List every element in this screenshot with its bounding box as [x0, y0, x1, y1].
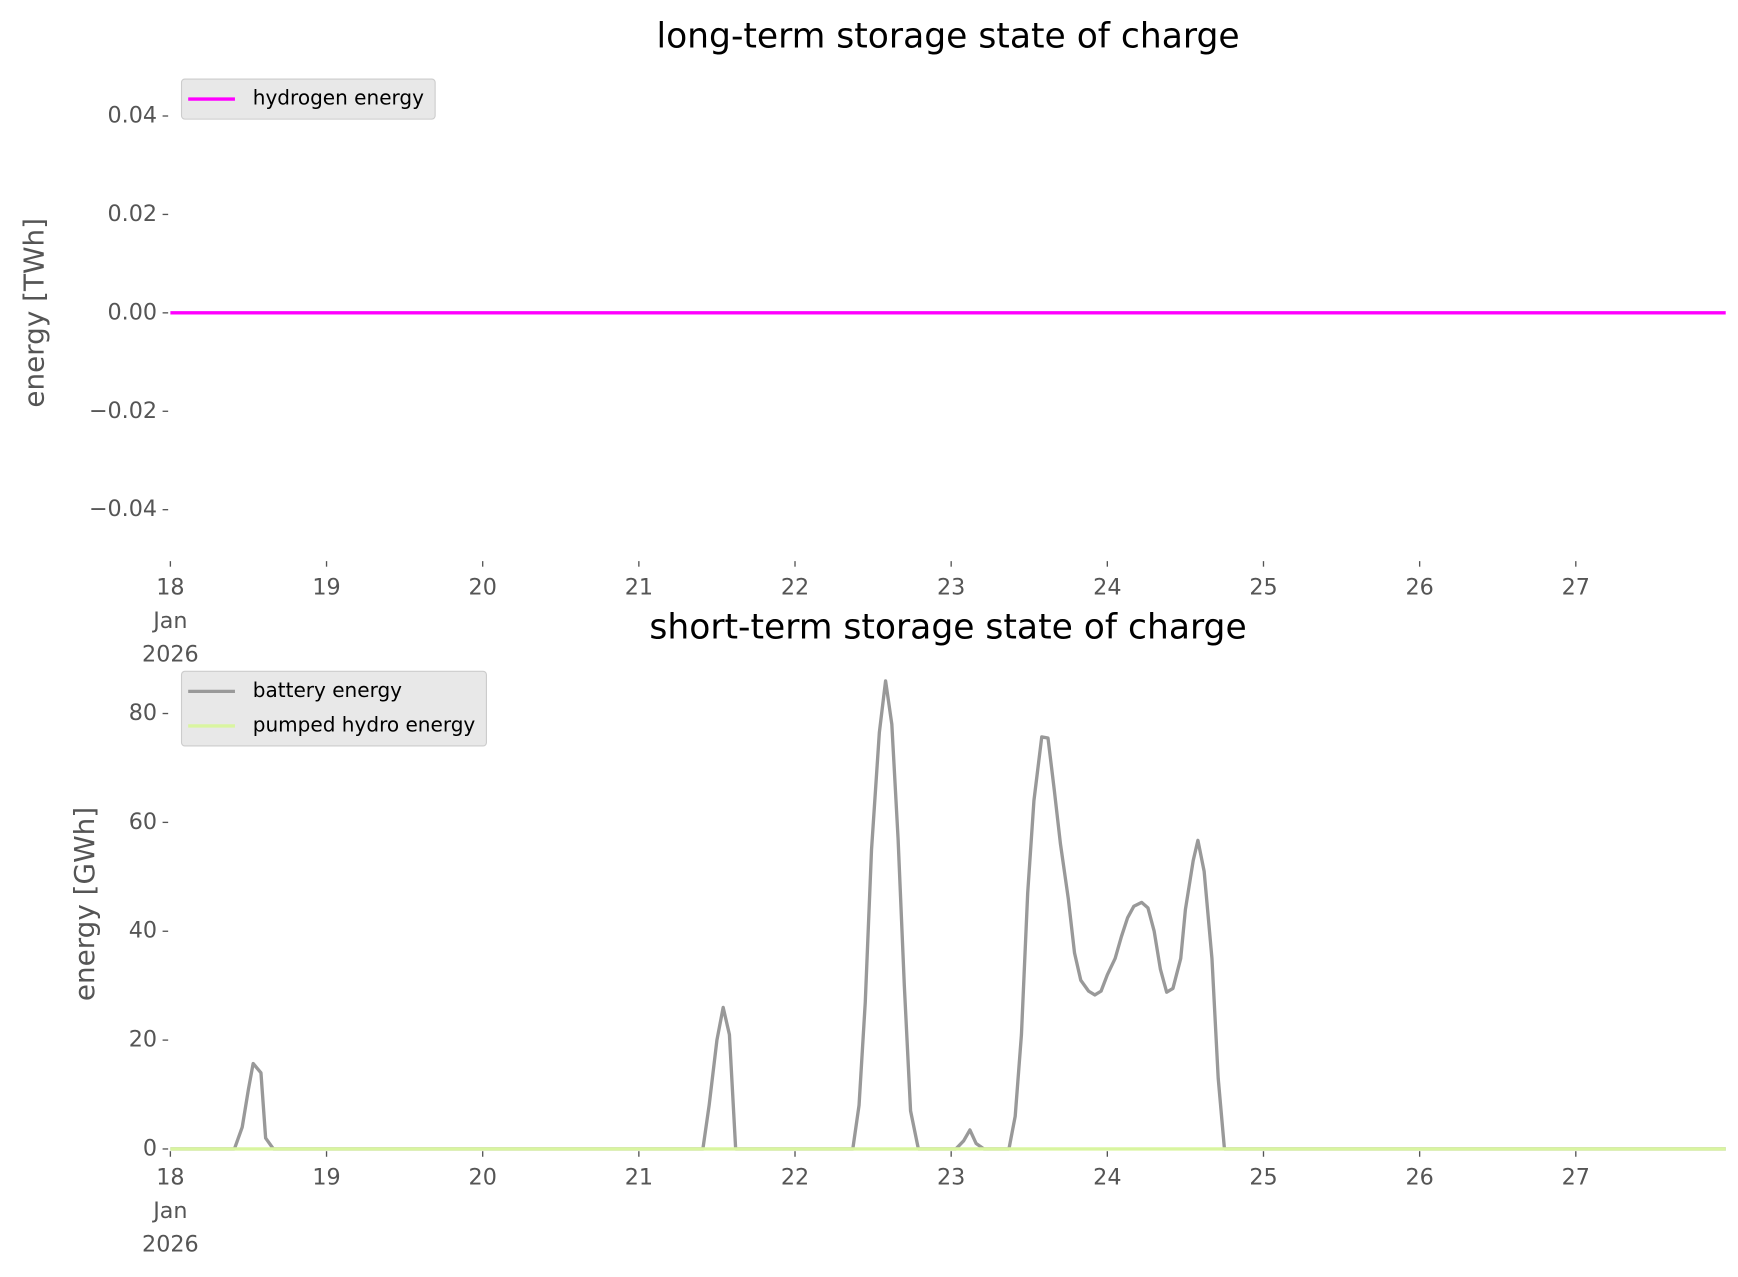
x-tick-label: 22: [781, 1165, 809, 1191]
x-tick-label: 20: [469, 575, 497, 601]
x-tick-label: 22: [781, 575, 809, 601]
x-tick-label: 18 Jan 2026: [142, 1165, 199, 1258]
x-tick-label: 26: [1405, 1165, 1433, 1191]
legend-box: [180, 670, 487, 747]
x-tick-label: 24: [1093, 575, 1121, 601]
legend: battery energy pumped hydro energy: [180, 670, 487, 747]
x-tick-label: 23: [937, 1165, 965, 1191]
chart-title: short-term storage state of charge: [649, 608, 1246, 648]
y-tick-label: 0: [143, 1135, 157, 1161]
x-tick-label: 26: [1405, 575, 1433, 601]
x-tick-label: 27: [1562, 575, 1590, 601]
x-tick-label: 18 Jan 2026: [142, 575, 199, 668]
legend-box: [180, 78, 436, 120]
x-tick-label: 25: [1249, 575, 1277, 601]
y-axis-label: energy [GWh]: [68, 807, 101, 1001]
x-tick-label: 19: [312, 575, 340, 601]
y-tick-label: 0.00: [107, 299, 157, 325]
x-tick-label: 27: [1562, 1165, 1590, 1191]
x-tick-label: 21: [625, 1165, 653, 1191]
x-tick-label: 21: [625, 575, 653, 601]
legend-label: battery energy: [253, 678, 402, 702]
x-tick-label: 25: [1249, 1165, 1277, 1191]
x-tick-label: 19: [312, 1165, 340, 1191]
x-tick-label: 23: [937, 575, 965, 601]
y-axis-label: energy [TWh]: [18, 218, 51, 408]
y-tick-label: 20: [129, 1027, 157, 1053]
y-tick-label: −0.04: [89, 496, 157, 522]
y-tick-label: −0.02: [89, 398, 157, 424]
y-tick-label: 0.04: [107, 103, 157, 129]
y-tick-label: 60: [129, 809, 157, 835]
y-tick-label: 0.02: [107, 201, 157, 227]
x-tick-label: 24: [1093, 1165, 1121, 1191]
legend-label: pumped hydro energy: [253, 712, 476, 736]
chart-title: long-term storage state of charge: [656, 16, 1239, 56]
y-tick-label: 40: [129, 918, 157, 944]
series-line: [170, 679, 1726, 1151]
legend-label: hydrogen energy: [253, 86, 424, 110]
legend: hydrogen energy: [180, 78, 436, 120]
y-tick-label: 80: [129, 700, 157, 726]
x-tick-label: 20: [469, 1165, 497, 1191]
